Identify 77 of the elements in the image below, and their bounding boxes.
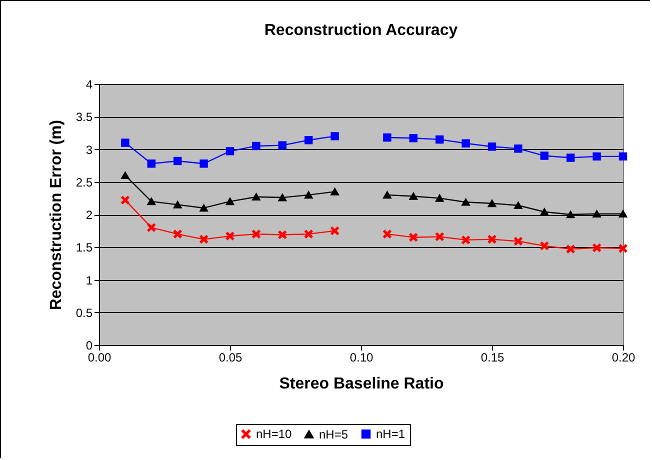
x-tick-label: 0.10 [350, 350, 374, 364]
x-axis-title: Stereo Baseline Ratio [279, 376, 444, 392]
point [278, 230, 287, 239]
y-tick-label: 2 [86, 208, 93, 222]
point [540, 208, 549, 216]
point [618, 152, 628, 161]
point [488, 200, 496, 208]
point [462, 236, 470, 244]
point [514, 202, 522, 210]
x-tick-label: 0.20 [612, 350, 636, 364]
point [618, 210, 628, 218]
point [200, 160, 208, 168]
point [488, 142, 496, 151]
point [435, 194, 444, 202]
point [226, 147, 234, 156]
point [200, 204, 208, 212]
point [147, 223, 156, 232]
point [304, 230, 313, 238]
point [173, 156, 182, 166]
point [383, 133, 392, 142]
point [462, 198, 470, 206]
point [147, 160, 156, 168]
point [330, 132, 339, 140]
point [618, 244, 628, 253]
point [514, 144, 522, 153]
y-tick-label: 0 [86, 338, 93, 352]
point [173, 201, 182, 208]
point [200, 235, 208, 244]
y-tick-label: 1.5 [76, 240, 93, 255]
point [226, 232, 234, 240]
y-tick-label: 3.5 [76, 110, 93, 124]
legend-label: nH=10 [256, 427, 292, 442]
y-tick-label: 3 [86, 142, 93, 157]
y-tick-label: 2.5 [76, 175, 93, 190]
point [330, 226, 339, 235]
point [592, 152, 601, 161]
point [488, 235, 496, 244]
point [514, 237, 522, 246]
y-tick-label: 4 [86, 78, 93, 92]
point [304, 191, 313, 199]
point [435, 232, 444, 241]
point [278, 141, 287, 150]
chart-title: Reconstruction Accuracy [264, 22, 458, 39]
point [121, 196, 130, 204]
point [592, 210, 601, 218]
point [540, 152, 549, 160]
y-axis-title: Reconstruction Error (m) [48, 120, 65, 310]
point [409, 192, 418, 200]
point [304, 136, 313, 144]
point [173, 230, 182, 238]
point [226, 198, 234, 206]
x-tick-label: 0.15 [480, 350, 504, 364]
point [592, 244, 601, 252]
point [540, 242, 549, 250]
legend-label: nH=5 [319, 427, 348, 442]
point [409, 134, 418, 142]
point [121, 138, 130, 147]
point [252, 193, 260, 201]
x-tick-label: 0.05 [218, 350, 242, 364]
x-tick-label: 0.00 [88, 350, 112, 364]
point [252, 230, 260, 238]
point [462, 139, 470, 148]
point [278, 194, 287, 202]
legend-label: nH=1 [376, 427, 406, 442]
point [383, 230, 392, 238]
point [147, 198, 156, 206]
point [409, 233, 418, 242]
point [566, 154, 575, 162]
y-tick-label: 1 [86, 273, 93, 288]
point [435, 135, 444, 144]
point [383, 191, 392, 199]
point [566, 210, 575, 218]
point [330, 188, 339, 196]
point [121, 172, 130, 180]
point [566, 244, 575, 254]
point [252, 142, 260, 150]
y-tick-label: 0.5 [76, 306, 93, 320]
